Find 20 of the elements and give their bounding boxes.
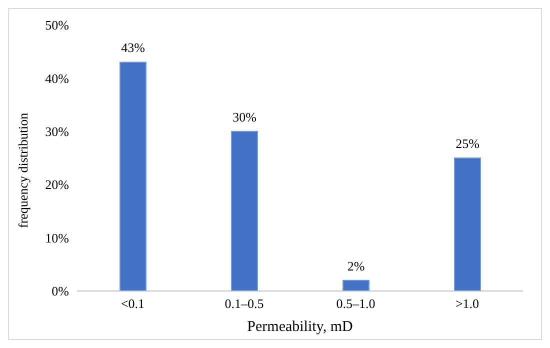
bar — [454, 158, 481, 291]
y-tick-label: 50% — [45, 18, 70, 33]
bar — [342, 280, 370, 291]
bar — [120, 62, 146, 291]
y-tick-label: 20% — [45, 177, 70, 192]
y-tick-label: 10% — [45, 230, 70, 246]
y-tick-label: 0% — [52, 284, 70, 299]
data-label: 43% — [121, 40, 146, 56]
y-axis-title: frequency distribution — [16, 112, 31, 228]
data-label: 25% — [456, 136, 480, 151]
data-label: 30% — [232, 109, 257, 124]
x-tick-label: 0.5–1.0 — [336, 296, 376, 312]
y-tick-label: 40% — [45, 70, 70, 86]
data-label: 2% — [347, 258, 365, 274]
bar — [231, 130, 258, 291]
x-tick-label: 0.1–0.5 — [224, 296, 264, 312]
x-tick-label: >1.0 — [455, 296, 480, 312]
y-tick-label: 30% — [45, 124, 70, 140]
x-tick-label: <0.1 — [120, 296, 145, 312]
x-axis-title: Permeability, mD — [247, 319, 353, 335]
